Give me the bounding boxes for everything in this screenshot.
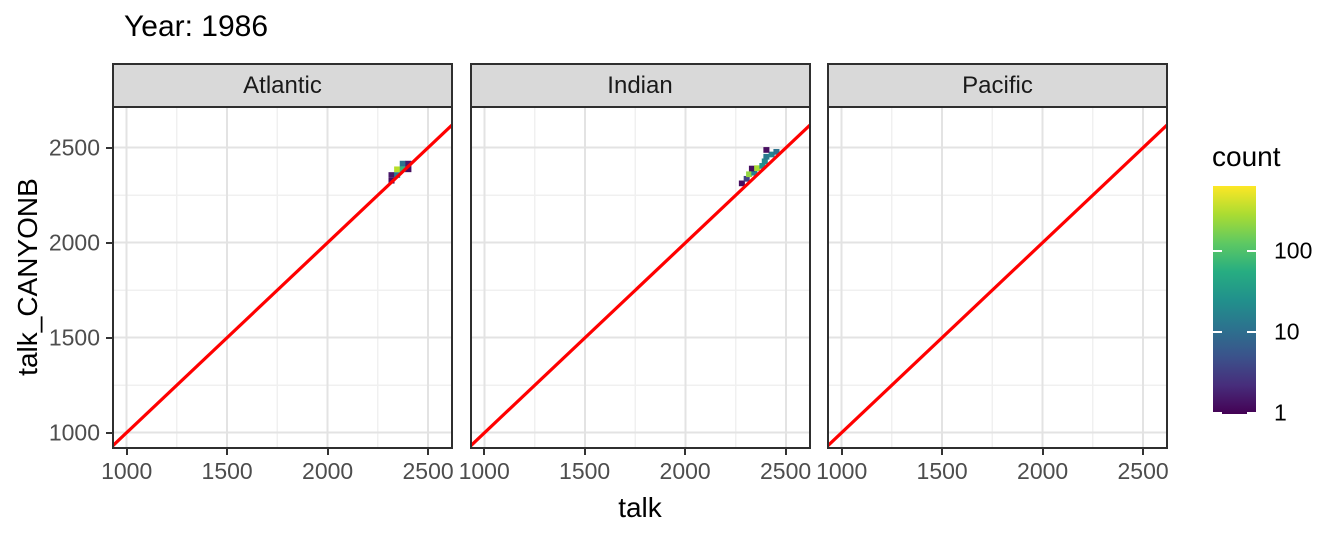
density-tile <box>745 171 752 178</box>
x-tick-mark <box>583 448 586 455</box>
y-tick-label: 2500 <box>48 134 100 161</box>
x-tick-label: 1500 <box>916 458 968 484</box>
x-axis-label: talk <box>618 492 662 523</box>
x-tick-mark <box>483 448 486 455</box>
facet-strip-indian: Indian <box>469 63 811 108</box>
y-tick-mark <box>106 146 113 149</box>
density-tile <box>753 165 760 172</box>
density-tile <box>762 147 769 153</box>
x-tick-label: 1000 <box>458 458 510 484</box>
plot-title: Year: 1986 <box>124 10 269 43</box>
facet-strip-label: Indian <box>607 71 673 99</box>
y-tick-label: 1000 <box>48 419 100 446</box>
x-tick-mark <box>784 448 787 455</box>
x-tick-mark <box>1142 448 1145 455</box>
panel-pacific <box>826 106 1169 449</box>
density-tile <box>768 151 775 158</box>
x-tick-label: 2500 <box>402 458 454 484</box>
identity-reference-line <box>111 123 454 447</box>
x-tick-label: 2000 <box>1017 458 1069 484</box>
density-tile <box>405 160 412 167</box>
density-tile <box>758 163 765 169</box>
legend-tick-mark <box>1247 249 1256 252</box>
y-tick-mark <box>106 241 113 244</box>
x-tick-label: 1000 <box>101 458 153 484</box>
y-tick-label: 2000 <box>48 229 100 256</box>
density-tile <box>762 153 769 160</box>
x-tick-label: 1000 <box>816 458 868 484</box>
legend-tick-mark <box>1247 331 1256 334</box>
y-tick-label: 1500 <box>48 324 100 351</box>
panel-indian <box>469 106 811 449</box>
density-tile <box>743 175 750 182</box>
density-tile <box>405 166 412 173</box>
identity-reference-line <box>826 123 1169 447</box>
legend-tick-label: 1 <box>1274 399 1287 425</box>
x-tick-mark <box>840 448 843 455</box>
y-tick-mark <box>106 336 113 339</box>
x-tick-label: 2500 <box>759 458 812 484</box>
x-tick-mark <box>326 448 329 455</box>
density-tile <box>761 158 768 165</box>
identity-reference-line <box>469 123 811 447</box>
x-tick-mark <box>684 448 687 455</box>
density-tile <box>738 180 745 187</box>
legend-tick-label: 10 <box>1274 318 1300 345</box>
legend-title: count <box>1212 141 1281 172</box>
x-tick-label: 1500 <box>559 458 611 484</box>
x-tick-label: 2000 <box>302 458 354 484</box>
legend-tick-mark <box>1213 249 1222 252</box>
legend-tick-label: 100 <box>1274 237 1313 264</box>
x-tick-mark <box>1041 448 1044 455</box>
density-tile <box>394 166 401 173</box>
x-tick-mark <box>125 448 128 455</box>
density-tile <box>388 172 395 178</box>
x-tick-mark <box>941 448 944 455</box>
facet-strip-pacific: Pacific <box>827 63 1168 108</box>
density-tile <box>399 160 406 167</box>
x-tick-mark <box>226 448 229 455</box>
facet-strip-label: Atlantic <box>243 71 322 99</box>
legend-tick-mark <box>1213 331 1222 334</box>
x-tick-label: 2000 <box>659 458 711 484</box>
legend-colorbar <box>1213 186 1256 414</box>
facet-strip-atlantic: Atlantic <box>112 63 453 108</box>
legend-tick-mark <box>1213 411 1222 414</box>
density-tile <box>399 166 406 173</box>
density-tile <box>750 169 757 176</box>
panel-atlantic <box>111 106 454 449</box>
density-tile <box>748 165 755 172</box>
legend-tick-mark <box>1247 411 1256 414</box>
x-tick-mark <box>427 448 430 455</box>
facet-strip-label: Pacific <box>962 71 1033 99</box>
density-tile <box>772 148 779 155</box>
x-tick-label: 1500 <box>201 458 253 484</box>
y-tick-mark <box>106 431 113 434</box>
x-tick-label: 2500 <box>1117 458 1169 484</box>
